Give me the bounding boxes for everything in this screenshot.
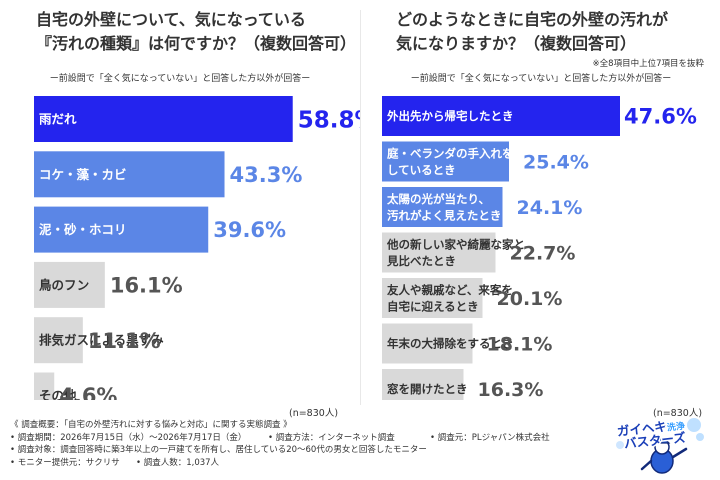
- category-label: その他: [39, 388, 77, 400]
- category-label: 庭・ベランダの手入れをしているとき: [387, 146, 514, 177]
- bar: [34, 96, 293, 142]
- survey-period: • 調査期間：2026年7月15日（水）〜2026年7月17日（金）: [10, 432, 247, 443]
- bar: [382, 96, 620, 136]
- bar-group: 庭・ベランダの手入れをしているとき 25.4%: [382, 141, 589, 182]
- panel-subtitle: ー前設問で「全く気になっていない」と回答した方以外が回答ー: [49, 74, 311, 84]
- category-label: コケ・藻・カビ: [39, 167, 127, 182]
- bar: [34, 206, 209, 253]
- category-label: 窓を開けたとき: [387, 382, 468, 396]
- mascot-figure-icon: [640, 438, 688, 474]
- logo-text-line-1: ガイヘキ洗浄: [616, 417, 685, 439]
- bar-chart-noticing-occasions: 外出先から帰宅したとき 47.6% 庭・ベランダの手入れをしているとき 25.4% 太陽…: [382, 96, 697, 400]
- value-label: 18.1%: [487, 333, 553, 355]
- title-line-1: 自宅の外壁について、気になっている: [36, 10, 306, 29]
- category-label: 排気ガスによる黒ずみ: [39, 333, 164, 348]
- panel-dirt-types: 自宅の外壁について、気になっている 『汚れの種類』は何ですか？（複数回答可） ー…: [0, 0, 360, 412]
- bar-group: コケ・藻・カビ 43.3%: [34, 151, 303, 198]
- category-label: 外出先から帰宅したとき: [386, 109, 514, 123]
- category-label: 鳥のフン: [39, 277, 89, 292]
- survey-count: • 調査人数：1,037人: [136, 457, 220, 468]
- sample-size-label: (n=830人): [653, 408, 703, 419]
- brand-logo: ガイヘキ洗浄 バスターズ: [615, 417, 704, 474]
- bar-group: 鳥のフン 16.1%: [34, 261, 183, 308]
- bar: [382, 187, 503, 227]
- title-line-2: 気になりますか？（複数回答可）: [396, 34, 637, 53]
- value-label: 24.1%: [517, 197, 583, 219]
- panel-title: 自宅の外壁について、気になっている 『汚れの種類』は何ですか？（複数回答可）: [0, 8, 360, 56]
- bar: [34, 317, 83, 364]
- category-label: 他の新しい家や綺麗な家と見比べたとき: [386, 237, 525, 268]
- bar: [34, 261, 105, 308]
- value-label: 16.3%: [478, 379, 544, 400]
- bar-chart-dirt-types: 雨だれ 58.8% コケ・藻・カビ 43.3% 泥・砂・ホコリ 39.6% 鳥のフン 16.1…: [34, 96, 360, 400]
- bar-group: 泥・砂・ホコリ 39.6%: [34, 206, 286, 253]
- value-label: 16.1%: [110, 273, 183, 297]
- value-label: 39.6%: [213, 218, 286, 242]
- survey-overview: 《 調査概要：「自宅の外壁汚れに対する悩みと対応」に関する実態調査 》 • 調査…: [10, 419, 570, 469]
- bar: [382, 141, 509, 182]
- bar-group: 太陽の光が当たり、汚れがよく見えたとき 24.1%: [382, 187, 582, 227]
- value-label: 25.4%: [523, 151, 589, 173]
- value-label: 47.6%: [624, 105, 697, 129]
- bar-group: 雨だれ 58.8%: [34, 96, 360, 142]
- category-label: 年末の大掃除をするとき: [387, 337, 514, 351]
- bar-group: 外出先から帰宅したとき 47.6%: [382, 96, 697, 136]
- panel-subtitle: ー前設問で「全く気になっていない」と回答した方以外が回答ー: [410, 74, 672, 84]
- bar: [34, 372, 55, 400]
- value-label: 22.7%: [510, 242, 576, 264]
- bar-group: 窓を開けたとき 16.3%: [382, 369, 543, 400]
- value-label: 43.3%: [230, 163, 303, 187]
- overview-heading: 《 調査概要：「自宅の外壁汚れに対する悩みと対応」に関する実態調査 》: [10, 420, 292, 430]
- survey-target: • 調査対象：調査回答時に築3年以上の一戸建てを所有し、居住している20〜60代…: [10, 445, 427, 456]
- value-label: 4.6%: [59, 384, 117, 400]
- category-label: 太陽の光が当たり、汚れがよく見えたとき: [386, 192, 501, 223]
- value-label: 20.1%: [497, 288, 563, 310]
- value-label: 11.1%: [88, 329, 161, 353]
- bar-group: 他の新しい家や綺麗な家と見比べたとき 22.7%: [382, 232, 576, 273]
- bar: [382, 278, 483, 318]
- monitor-provider: • モニター提供元：サクリサ: [10, 457, 120, 468]
- category-label: 友人や親戚など、来客を自宅に迎えるとき: [387, 283, 513, 314]
- sample-size-label: (n=830人): [289, 408, 339, 419]
- panel-noticing-occasions: どのようなときに自宅の外壁の汚れが 気になりますか？（複数回答可） ※全8項目中…: [362, 0, 720, 412]
- panel-note: ※全8項目中上位7項目を抜粋: [592, 59, 704, 69]
- bar: [34, 151, 225, 198]
- panel-title: どのようなときに自宅の外壁の汚れが 気になりますか？（複数回答可）: [362, 8, 720, 56]
- title-line-2: 『汚れの種類』は何ですか？（複数回答可）: [36, 34, 357, 53]
- survey-method: • 調査方法：インターネット調査: [268, 432, 395, 443]
- survey-source: • 調査元：PLジャパン株式会社: [430, 432, 550, 443]
- category-label: 泥・砂・ホコリ: [39, 222, 127, 237]
- value-label: 58.8%: [298, 107, 360, 133]
- title-line-1: どのようなときに自宅の外壁の汚れが: [396, 10, 669, 29]
- panel-divider: [360, 10, 361, 405]
- bar: [382, 323, 473, 364]
- bar-group: 友人や親戚など、来客を自宅に迎えるとき 20.1%: [382, 278, 562, 318]
- category-label: 雨だれ: [39, 112, 77, 127]
- bar: [382, 369, 464, 400]
- bar: [382, 232, 496, 273]
